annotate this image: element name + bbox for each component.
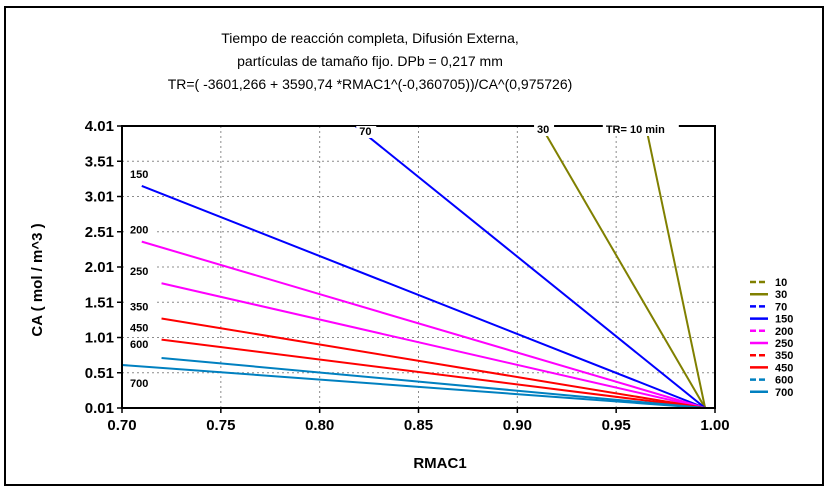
legend-label-450: 450: [775, 362, 793, 374]
series-line-70: [354, 125, 706, 409]
series-line-350: [161, 317, 706, 409]
series-line-30: [540, 125, 706, 409]
line-label-bg: [127, 377, 154, 390]
y-tick-label: 1.01: [85, 330, 114, 347]
line-label-150: 150: [130, 169, 148, 181]
legend-label-350: 350: [775, 350, 793, 362]
x-tick-label: 0.75: [206, 417, 235, 434]
line-label-bg: [127, 338, 154, 351]
chart-title-line-3: TR=( -3601,266 + 3590,74 *RMAC1^(-0,3607…: [167, 76, 573, 92]
legend-label-150: 150: [775, 314, 793, 326]
y-tick-label: 0.01: [85, 400, 114, 417]
line-label-bg: [127, 301, 154, 314]
y-tick-label: 2.51: [85, 224, 114, 241]
x-tick-label: 1.00: [700, 417, 729, 434]
series-line-450: [161, 338, 706, 409]
x-axis-label: RMAC1: [413, 455, 466, 472]
x-tick-label: 0.90: [503, 417, 532, 434]
chart-title-line-1: Tiempo de reacción completa, Difusión Ex…: [221, 30, 519, 46]
y-tick-label: 2.01: [85, 259, 114, 276]
line-label-bg: [127, 168, 154, 181]
line-label-bg: [127, 322, 154, 335]
line-label-bg: [127, 224, 154, 237]
line-label-450: 450: [130, 323, 148, 335]
y-tick-label: 3.51: [85, 153, 114, 170]
line-label-70: 70: [359, 126, 371, 138]
y-tick-label: 0.51: [85, 365, 114, 382]
legend-label-250: 250: [775, 338, 793, 350]
legend-label-30: 30: [775, 289, 787, 301]
x-tick-label: 0.70: [107, 417, 136, 434]
legend-label-200: 200: [775, 326, 793, 338]
legend-label-600: 600: [775, 375, 793, 387]
x-tick-label: 0.85: [404, 417, 433, 434]
y-tick-label: 3.01: [85, 189, 114, 206]
legend-label-700: 700: [775, 387, 793, 399]
series-line-200: [141, 240, 706, 409]
line-label-700: 700: [130, 378, 148, 390]
series-line-10: [644, 125, 707, 409]
line-label-10: TR= 10 min: [606, 124, 665, 136]
y-axis-label: CA ( mol / m^3 ): [29, 223, 46, 336]
y-tick-label: 1.51: [85, 294, 114, 311]
x-tick-label: 0.80: [305, 417, 334, 434]
chart-title-line-2: partículas de tamaño fijo. DPb = 0,217 m…: [237, 53, 503, 69]
line-label-bg: [602, 124, 679, 136]
series-line-600: [161, 356, 706, 409]
line-label-30: 30: [537, 124, 549, 136]
series-line-700: [121, 363, 706, 409]
series-line-150: [141, 184, 706, 409]
legend-label-10: 10: [775, 277, 787, 289]
line-label-bg: [356, 126, 377, 138]
legend-label-70: 70: [775, 301, 787, 313]
line-label-bg: [127, 266, 154, 279]
line-label-350: 350: [130, 301, 148, 313]
line-label-600: 600: [130, 339, 148, 351]
line-label-bg: [534, 124, 555, 136]
series-line-250: [161, 282, 706, 409]
y-tick-label: 4.01: [85, 118, 114, 135]
x-tick-label: 0.95: [602, 417, 631, 434]
line-label-200: 200: [130, 225, 148, 237]
line-label-250: 250: [130, 266, 148, 278]
